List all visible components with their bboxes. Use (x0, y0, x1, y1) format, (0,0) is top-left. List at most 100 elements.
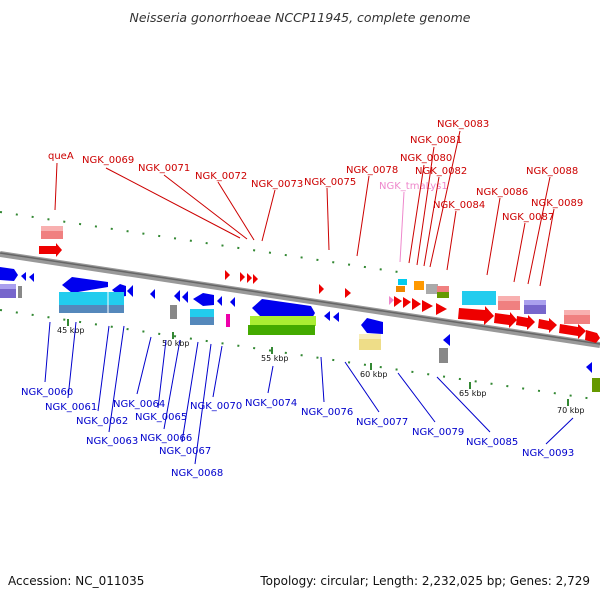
gene-label-reverse: NGK_0085 (466, 437, 518, 448)
gene-arrow (240, 272, 245, 282)
gene-arrow (324, 311, 330, 321)
map-title: Neisseria gonorrhoeae NCCP11945, complet… (130, 10, 471, 25)
tick-label: 45 kbp (57, 326, 85, 335)
gene-label-reverse: NGK_0067 (159, 446, 211, 457)
gene-label-reverse: NGK_0070 (190, 401, 242, 412)
gene-label-reverse: NGK_0074 (245, 398, 297, 409)
gene-arrow (345, 288, 351, 298)
gene-arrow (516, 315, 535, 330)
feature-green (248, 325, 315, 335)
gene-label-forward: NGK_0084 (433, 200, 485, 211)
gene-label-forward: NGK_0078 (346, 165, 398, 176)
gene-label-forward: NGK_tmaLys1 (379, 181, 448, 192)
feature-grey (18, 286, 22, 298)
gene-arrow (422, 300, 433, 312)
gene-arrow (412, 298, 421, 310)
gene-arrow (586, 362, 592, 373)
gene-label-reverse: NGK_0065 (135, 412, 187, 423)
gene-arrow (0, 267, 18, 281)
gene-label-forward: NGK_0073 (251, 179, 303, 190)
feature-green (437, 292, 449, 298)
gene-label-reverse: NGK_0068 (171, 468, 223, 479)
feature-magenta (226, 314, 230, 327)
tick-label: 60 kbp (360, 370, 388, 379)
gene-arrow (193, 293, 214, 306)
gene-arrow (39, 243, 62, 257)
feature-grey (439, 348, 448, 363)
gene-label-reverse: NGK_0076 (301, 407, 353, 418)
gene-arrow (538, 318, 557, 333)
tick-label: 55 kbp (261, 354, 289, 363)
gene-arrow (150, 289, 155, 299)
gene-label-forward: NGK_0072 (195, 171, 247, 182)
gene-label-reverse: NGK_0063 (86, 436, 138, 447)
gene-label-forward: NGK_0069 (82, 155, 134, 166)
scale-ticks: 45 kbp 50 kbp 55 kbp 60 kbp 65 kbp 70 kbp (57, 319, 585, 415)
feature-olive (592, 378, 600, 392)
gene-arrow (494, 312, 517, 328)
gene-arrow (217, 296, 222, 306)
feature-pink (437, 286, 449, 292)
gene-label-reverse: NGK_0079 (412, 427, 464, 438)
gene-arrow (253, 274, 258, 284)
gene-label-reverse: NGK_0066 (140, 433, 192, 444)
gene-label-forward: NGK_0086 (476, 187, 528, 198)
gene-label-forward: NGK_0088 (526, 166, 578, 177)
gene-arrow (182, 291, 188, 303)
gene-arrow (174, 290, 180, 302)
gene-arrow (62, 277, 108, 293)
gene-label-forward: NGK_0080 (400, 153, 452, 164)
gene-label-reverse: NGK_0077 (356, 417, 408, 428)
feature-orange (396, 286, 405, 292)
gene-arrow (559, 324, 586, 339)
feature-lime (250, 316, 316, 326)
gene-arrow (333, 312, 339, 322)
gene-arrow (458, 306, 494, 325)
gene-label-reverse: NGK_0061 (45, 402, 97, 413)
tick-label: 70 kbp (557, 406, 585, 415)
gene-label-forward: queA (48, 151, 74, 162)
gene-arrow (21, 272, 26, 281)
gene-label-forward: NGK_0071 (138, 163, 190, 174)
gene-label-forward: NGK_0089 (531, 198, 583, 209)
topology-text: Topology: circular; Length: 2,232,025 bp… (260, 574, 590, 588)
forward-strand-features (39, 226, 600, 343)
feature-cyan (190, 309, 214, 318)
gene-arrow (585, 330, 600, 343)
genome-backbone (0, 251, 600, 348)
accession-text: Accession: NC_011035 (8, 574, 145, 588)
gene-arrow (225, 270, 230, 280)
gene-label-forward: NGK_0087 (502, 212, 554, 223)
gene-arrow (443, 334, 450, 346)
gene-label-reverse: NGK_0062 (76, 416, 128, 427)
gene-label-reverse: NGK_0060 (21, 387, 73, 398)
gene-arrow (436, 303, 447, 315)
feature-cyan (462, 291, 496, 305)
tick-label: 50 kbp (162, 339, 190, 348)
feature-steel-blue (190, 317, 214, 325)
tick-label: 65 kbp (459, 389, 487, 398)
gene-arrow (361, 318, 383, 334)
gene-arrow (127, 285, 133, 297)
gene-label-reverse: NGK_0093 (522, 448, 574, 459)
gene-arrow (389, 296, 394, 305)
gene-arrow (230, 297, 235, 307)
gene-arrow (319, 284, 324, 294)
gene-label-forward: NGK_0082 (415, 166, 467, 177)
gene-label-reverse: NGK_0064 (113, 399, 165, 410)
feature-grey (426, 284, 438, 294)
feature-steel-blue (59, 305, 124, 313)
feature-grey (170, 305, 177, 319)
gene-arrow (252, 299, 315, 320)
gene-label-forward: NGK_0083 (437, 119, 489, 130)
feature-cyan (59, 292, 124, 306)
feature-orange (414, 281, 424, 290)
reverse-strand-features (0, 267, 600, 392)
gene-arrow (394, 296, 402, 307)
feature-cyan (398, 279, 407, 285)
gene-label-forward: NGK_0081 (410, 135, 462, 146)
gene-arrow (403, 297, 411, 308)
gene-label-forward: NGK_0075 (304, 177, 356, 188)
